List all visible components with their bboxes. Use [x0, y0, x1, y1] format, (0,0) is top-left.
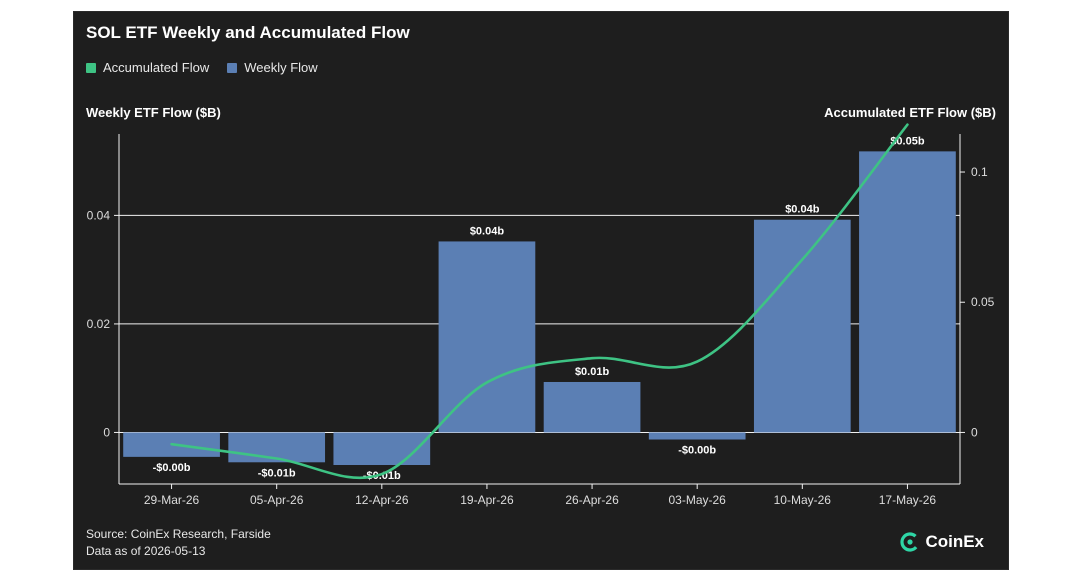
- x-tick-label-5: 03-May-26: [669, 493, 727, 507]
- bar-4: [543, 381, 641, 433]
- x-tick-label-1: 05-Apr-26: [250, 493, 304, 507]
- x-tick-label-2: 12-Apr-26: [355, 493, 409, 507]
- y-tick-right-label-0: 0: [971, 425, 978, 439]
- y-tick-left-label-0: 0: [103, 425, 110, 439]
- bar-6: [753, 219, 851, 433]
- bar-2: [333, 432, 431, 466]
- footer: Source: CoinEx Research, Farside Data as…: [86, 526, 271, 560]
- legend-swatch-accumulated: [86, 62, 96, 73]
- bar-label-2: -$0.01b: [363, 470, 401, 482]
- bar-label-0: -$0.00b: [153, 462, 191, 474]
- y-tick-left-label-2: 0.04: [87, 208, 111, 222]
- bar-label-6: $0.04b: [785, 204, 820, 216]
- source-text: Source: CoinEx Research, Farside: [86, 527, 271, 541]
- y-axis-title-left: Weekly ETF Flow ($B): [86, 105, 221, 120]
- bar-label-5: -$0.00b: [678, 445, 716, 457]
- x-tick-label-4: 26-Apr-26: [565, 493, 619, 507]
- bar-3: [438, 241, 536, 433]
- bar-label-1: -$0.01b: [258, 467, 296, 479]
- bar-7: [859, 151, 956, 433]
- legend-label-weekly: Weekly Flow: [244, 60, 318, 75]
- bar-label-7: $0.05b: [890, 135, 925, 147]
- chart-card: SOL ETF Weekly and Accumulated Flow Accu…: [73, 11, 1009, 570]
- bar-label-4: $0.01b: [575, 366, 610, 378]
- y-tick-right-label-2: 0.1: [971, 165, 988, 179]
- data-as-of-text: Data as of 2026-05-13: [86, 544, 206, 558]
- x-tick-label-0: 29-Mar-26: [144, 493, 200, 507]
- accumulated-flow-line: [170, 123, 909, 480]
- x-tick-label-3: 19-Apr-26: [460, 493, 514, 507]
- y-tick-left-label-1: 0.02: [87, 317, 111, 331]
- chart-plot: 0 0.02 0.04 0 0.05 0.1 -$0.00b -$0.01b -$0.01b $0…: [87, 123, 995, 507]
- x-tick-label-7: 17-May-26: [879, 493, 937, 507]
- x-tick-label-6: 10-May-26: [774, 493, 832, 507]
- brand-logo: CoinEx: [899, 531, 984, 553]
- legend-swatch-weekly: [227, 62, 238, 73]
- coinex-logo-icon: [900, 532, 921, 552]
- legend-label-accumulated: Accumulated Flow: [103, 60, 210, 75]
- chart-title: SOL ETF Weekly and Accumulated Flow: [86, 23, 410, 42]
- brand-name: CoinEx: [925, 532, 984, 551]
- legend-item-weekly[interactable]: Weekly Flow: [227, 60, 318, 75]
- legend-item-accumulated[interactable]: Accumulated Flow: [86, 60, 209, 75]
- y-axis-title-right: Accumulated ETF Flow ($B): [824, 105, 996, 120]
- legend: Accumulated Flow Weekly Flow: [86, 60, 318, 75]
- bar-label-3: $0.04b: [470, 225, 505, 237]
- bar-5: [648, 432, 746, 440]
- y-tick-right-label-1: 0.05: [971, 295, 995, 309]
